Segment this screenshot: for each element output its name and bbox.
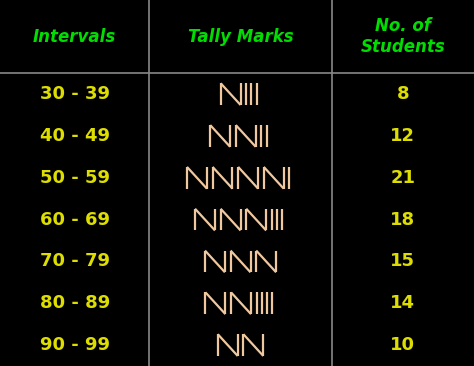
Text: 18: 18 — [390, 210, 416, 229]
Text: 80 - 89: 80 - 89 — [39, 294, 110, 312]
Text: 30 - 39: 30 - 39 — [40, 85, 109, 103]
Text: Tally Marks: Tally Marks — [188, 27, 293, 46]
Text: 15: 15 — [391, 253, 415, 270]
Text: Intervals: Intervals — [33, 27, 116, 46]
Text: No. of
Students: No. of Students — [361, 17, 445, 56]
Text: 60 - 69: 60 - 69 — [40, 210, 109, 229]
Text: 14: 14 — [391, 294, 415, 312]
Text: 10: 10 — [391, 336, 415, 354]
Text: 12: 12 — [391, 127, 415, 145]
Text: 90 - 99: 90 - 99 — [40, 336, 109, 354]
Text: 21: 21 — [391, 169, 415, 187]
Text: 40 - 49: 40 - 49 — [40, 127, 109, 145]
Text: 8: 8 — [397, 85, 409, 103]
Text: 50 - 59: 50 - 59 — [40, 169, 109, 187]
Text: 70 - 79: 70 - 79 — [40, 253, 109, 270]
